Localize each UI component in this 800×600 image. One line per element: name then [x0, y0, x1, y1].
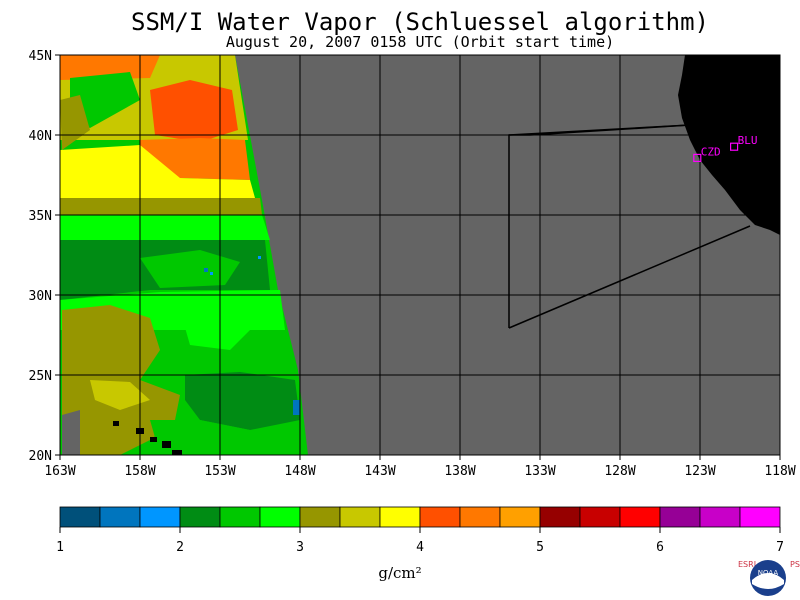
- colorbar-tick-label: 6: [656, 540, 664, 555]
- colorbar-swatch: [699, 506, 741, 528]
- lat-label: 20N: [29, 449, 52, 464]
- colorbar-swatch: [579, 506, 621, 528]
- longitude-labels: 163W 158W 153W 148W 143W 138W 133W 128W 123W 118W: [44, 455, 796, 479]
- colorbar-tick-label: 7: [776, 540, 784, 555]
- lon-label: 128W: [604, 464, 635, 479]
- lon-label: 158W: [124, 464, 155, 479]
- colorbar-tick-label: 3: [296, 540, 304, 555]
- colorbar-tick-label: 1: [56, 540, 64, 555]
- colorbar-tick-labels: 1 2 3 4 5 6 7: [56, 527, 784, 555]
- lat-label: 25N: [29, 369, 52, 384]
- land-california: [678, 55, 780, 235]
- latitude-labels: 45N 40N 35N 30N 25N 20N: [29, 49, 60, 464]
- colorbar-swatch: [339, 506, 381, 528]
- colorbar-swatch: [259, 506, 301, 528]
- lon-label: 123W: [684, 464, 715, 479]
- colorbar-swatch: [739, 506, 781, 528]
- map-subtitle: August 20, 2007 0158 UTC (Orbit start ti…: [225, 33, 615, 51]
- lon-label: 138W: [444, 464, 475, 479]
- lat-label: 30N: [29, 289, 52, 304]
- station-marker-czd: [693, 153, 702, 162]
- colorbar-swatch: [539, 506, 581, 528]
- colorbar-swatch: [499, 506, 541, 528]
- colorbar-swatch: [59, 506, 101, 528]
- noaa-logo-icon: NOAA: [750, 560, 786, 596]
- colorbar-swatch: [379, 506, 421, 528]
- lat-label: 40N: [29, 129, 52, 144]
- lon-label: 133W: [524, 464, 555, 479]
- noaa-badge-text: NOAA: [758, 569, 779, 577]
- map-title: SSM/I Water Vapor (Schluessel algorithm): [131, 8, 709, 36]
- lat-label: 45N: [29, 49, 52, 64]
- colorbar-tick-label: 5: [536, 540, 544, 555]
- colorbar-swatch: [219, 506, 261, 528]
- lat-label: 35N: [29, 209, 52, 224]
- noaa-esrl-psd-logo: ESRL PSD NOAA: [736, 556, 800, 600]
- colorbar-swatch: [659, 506, 701, 528]
- map-border: [59, 54, 781, 456]
- lon-label: 163W: [44, 464, 75, 479]
- station-label-czd: CZD: [701, 145, 721, 158]
- lon-label: 143W: [364, 464, 395, 479]
- station-label-blu: BLU: [738, 134, 758, 147]
- map-area: [59, 54, 781, 456]
- logo-left-text: ESRL: [738, 560, 759, 569]
- colorbar-swatch: [179, 506, 221, 528]
- lon-label: 148W: [284, 464, 315, 479]
- colorbar-swatch: [99, 506, 141, 528]
- station-marker-blu: [729, 142, 739, 151]
- water-vapor-swath: [60, 55, 308, 455]
- logo-right-text: PSD: [790, 560, 800, 569]
- colorbar-swatch: [459, 506, 501, 528]
- colorbar-swatch: [419, 506, 461, 528]
- colorbar: [59, 506, 781, 528]
- colorbar-swatch: [139, 506, 181, 528]
- colorbar-tick-label: 2: [176, 540, 184, 555]
- lon-label: 118W: [764, 464, 795, 479]
- colorbar-swatch: [619, 506, 661, 528]
- station-markers: CZD BLU: [693, 134, 758, 162]
- colorbar-unit: g/cm²: [378, 564, 422, 582]
- colorbar-swatch: [299, 506, 341, 528]
- lon-label: 153W: [204, 464, 235, 479]
- colorbar-tick-label: 4: [416, 540, 424, 555]
